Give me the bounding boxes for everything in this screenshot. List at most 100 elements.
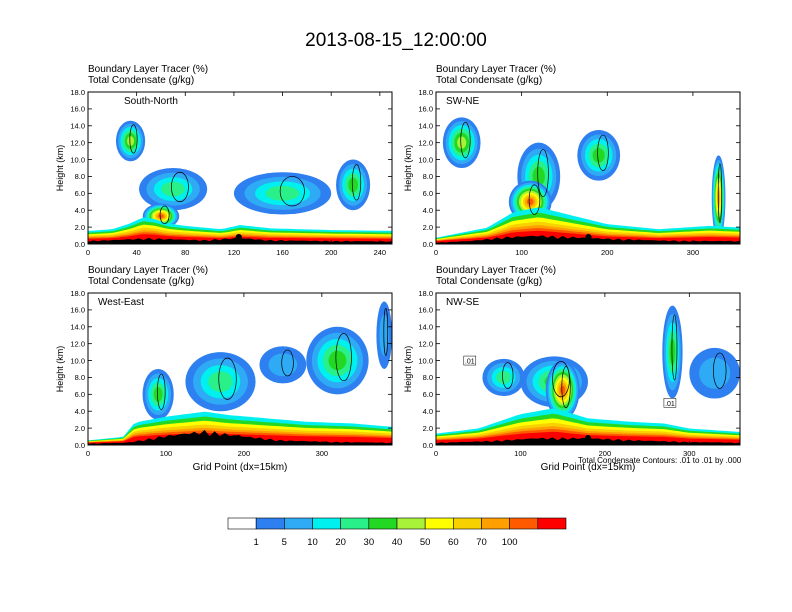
panel-nw-se-condensate-contour [561,366,571,409]
panel-nw-se-location-marker [584,435,592,442]
panel-sw-ne-condensate-contour [717,163,723,224]
panel-sw-ne-ylabel: Height (km) [403,145,413,192]
panel-nw-se-contour-label-box [463,355,477,366]
panel-sw-ne-condensate-contour [460,122,471,159]
panel-west-east-location-marker [235,435,242,442]
panel-west-east-ytick-label: 8.0 [75,373,85,382]
panel-south-north-contour-label: Total Condensate (g/kg) [88,75,195,86]
panel-sw-ne-ytick-label: 6.0 [423,189,433,198]
panel-sw-ne-condensate-contour [597,134,609,171]
panel-west-east-ytick-label: 12.0 [70,339,85,348]
panel-south-north-xtick-label: 0 [86,248,90,257]
panel-sw-ne-condensate-contour [528,184,541,215]
colorbar-swatch [537,517,567,530]
panel-west-east-xtick-label: 0 [86,449,90,458]
panel-group: 0.0 2.0 4.0 6.0 8.0 10.0 12.0 14.0 16.0 18.0 0 40 80… [55,88,741,473]
panel-south-north-ytick-label: 8.0 [75,172,85,181]
panel-south-north-xtick-label: 160 [276,248,289,257]
panel-nw-se-ytick-label: 10.0 [418,356,433,365]
panel-west-east-tracer-blob [379,314,390,357]
panel-west-east-xtick-label: 300 [316,449,329,458]
panel-nw-se-ytick-label: 16.0 [418,306,433,315]
panel-sw-ne-tracer-blob [592,148,605,163]
panel-south-north-xtick-label: 40 [132,248,140,257]
panel-west-east-field [88,293,392,445]
panel-south-north-ytick-label: 2.0 [75,223,85,232]
panel-sw-ne-xtick-label: 0 [434,248,438,257]
panel-nw-se-tracer-blob [496,370,511,384]
panel-nw-se-contour-label: Total Condensate (g/kg) [436,276,543,287]
panel-west-east-condensate-contour [157,373,166,410]
panel-nw-se-ytick-label: 8.0 [423,373,433,382]
panel-west-east-ytick-label: 14.0 [70,323,85,332]
panel-sw-ne-shaded-label: Boundary Layer Tracer (%) [436,64,557,75]
colorbar-level-label: 5 [282,537,287,548]
panel-south-north-section-label: South-North [124,96,178,107]
panel-nw-se-condensate-contour [552,361,570,398]
panel-sw-ne-location-marker [585,234,592,241]
panel-south-north-tracer-blob [348,177,358,193]
panel-south-north-xtick-label: 200 [325,248,338,257]
colorbar-swatch [284,517,313,530]
panel-sw-ne-xtick-label: 100 [515,248,528,257]
colorbar-swatch [509,517,539,530]
panel-west-east-xtick-label: 200 [238,449,251,458]
panel-west-east-heading: Boundary Layer Tracer (%) Total Condensa… [88,265,208,287]
panel-south-north-ytick-label: 18.0 [70,88,85,97]
colorbar-level-label: 10 [307,537,318,548]
colorbar-swatch [424,517,454,530]
panel-sw-ne-ytick-label: 10.0 [418,155,433,164]
panel-west-east-frame [87,292,393,446]
panel-west-east-tracer-blob [208,371,233,392]
panel-south-north-ylabel: Height (km) [55,145,65,192]
panel-south-north-tracer-blob [158,214,164,219]
panel-sw-ne-tracer-blob [532,166,545,187]
panel-south-north-condensate-contour [351,164,362,201]
panel-sw-ne-ytick-label: 0.0 [423,240,433,249]
colorbar-level-label: 30 [364,537,375,548]
panel-south-north-xtick-label: 80 [181,248,189,257]
panel-nw-se-heading: Boundary Layer Tracer (%) Total Condensa… [436,265,556,287]
colorbar: 1 5 10 20 30 40 50 60 70 100 [227,517,567,548]
panel-south-north-xtick-label: 120 [228,248,241,257]
panel-west-east-ylabel: Height (km) [55,346,65,393]
colorbar-level-label: 20 [335,537,346,548]
panel-nw-se-contour-label-box [663,398,677,408]
panel-nw-se-section-label: NW-SE [446,297,479,308]
panel-south-north-condensate-contour [129,124,138,154]
figure-title: 2013-08-15_12:00:00 [305,30,487,51]
panel-west-east-tracer-blob [328,350,347,371]
panel-sw-ne: 0.0 2.0 4.0 6.0 8.0 10.0 12.0 14.0 16.0 18.0 0 100 2… [403,88,741,257]
colorbar-level-label: 1 [254,537,259,548]
panel-south-north-tracer-blob [265,185,300,201]
panel-south-north-xtick-label: 240 [374,248,387,257]
panel-west-east-condensate-contour [383,307,389,356]
panel-nw-se-ytick-label: 6.0 [423,390,433,399]
panel-nw-se-tracer-blob [669,338,676,366]
colorbar-swatch [340,517,370,530]
panel-west-east-xlabel: Grid Point (dx=15km) [193,462,288,473]
panel-south-north: 0.0 2.0 4.0 6.0 8.0 10.0 12.0 14.0 16.0 18.0 0 40 80… [55,88,393,257]
panel-west-east-condensate-contour [335,333,352,382]
colorbar-swatch [481,517,510,530]
panel-west-east-contour-label: Total Condensate (g/kg) [88,276,195,287]
panel-south-north-field [88,92,392,244]
panel-south-north-ytick-label: 0.0 [75,240,85,249]
panel-south-north-frame [87,91,393,245]
panel-nw-se-tracer-blob [560,385,566,395]
panel-south-north-terrain [88,237,392,244]
panel-nw-se-contour-label: .01 [665,401,675,408]
panel-south-north-heading: Boundary Layer Tracer (%) Total Condensa… [88,64,208,86]
panel-sw-ne-field [436,92,740,244]
panel-west-east-tracer-blob [153,387,163,402]
panel-sw-ne-ytick-label: 4.0 [423,206,433,215]
panel-nw-se-xtick-label: 100 [514,449,527,458]
panel-nw-se-frame [435,292,741,446]
panel-nw-se-condensate-contour [671,314,678,381]
panel-sw-ne-xtick-label: 200 [601,248,614,257]
panel-sw-ne-ytick-label: 14.0 [418,122,433,131]
colorbar-swatch [368,517,398,530]
colorbar-swatch [227,517,257,530]
panel-nw-se-condensate-contour [713,352,727,389]
panel-west-east-ytick-label: 2.0 [75,424,85,433]
